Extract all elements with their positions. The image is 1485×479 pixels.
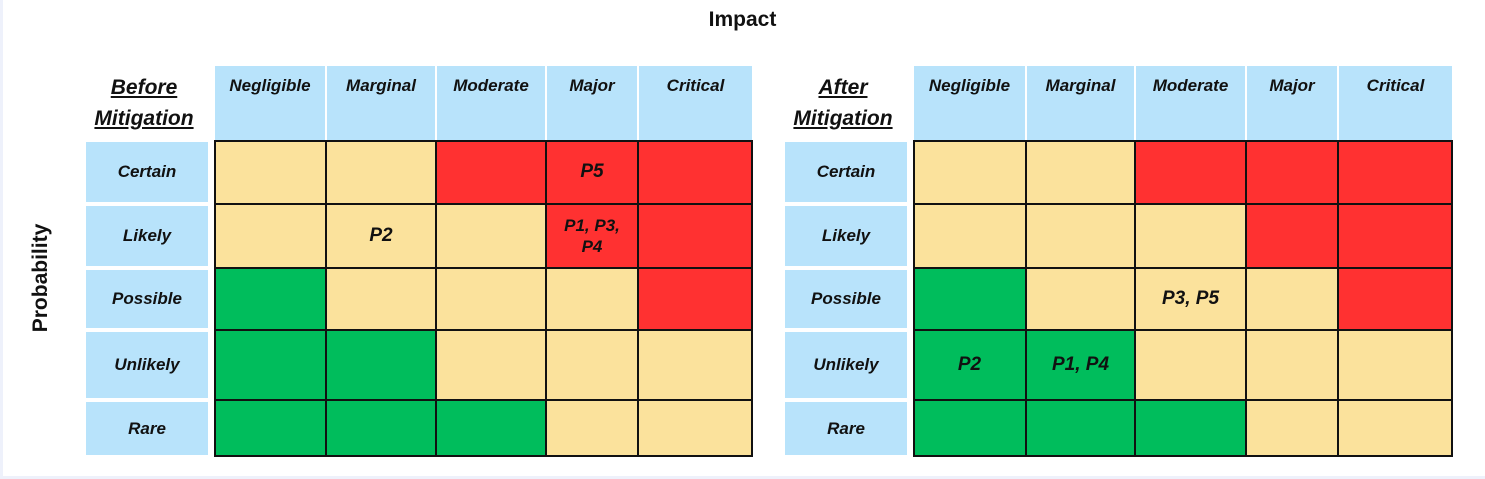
risk-cell-amber xyxy=(326,268,436,330)
probability-header-likely: Likely xyxy=(86,206,208,266)
matrix-title: Before Mitigation xyxy=(79,70,209,136)
risk-cell-amber xyxy=(214,204,326,268)
risk-item-label: P1, P4 xyxy=(1051,354,1110,376)
risk-item-label: P3, P5 xyxy=(1161,288,1220,310)
risk-cell-amber xyxy=(1135,204,1246,268)
risk-cell-amber xyxy=(1246,268,1338,330)
risk-cell-red xyxy=(638,268,753,330)
risk-cell-amber xyxy=(1026,204,1135,268)
probability-header-unlikely: Unlikely xyxy=(785,332,907,398)
risk-cell-amber: P2 xyxy=(326,204,436,268)
risk-item-label: P5 xyxy=(580,161,604,183)
probability-header-certain: Certain xyxy=(86,142,208,202)
matrix-title-line1: After xyxy=(818,75,868,99)
matrix-title-line2: Mitigation xyxy=(793,107,893,130)
risk-cell-amber xyxy=(436,268,546,330)
risk-cell-amber xyxy=(1246,330,1338,400)
impact-header-negligible: Negligible xyxy=(215,66,325,140)
risk-item-label: P2 xyxy=(369,225,393,247)
matrix-title-line2: Mitigation xyxy=(94,107,194,130)
probability-header-rare: Rare xyxy=(86,402,208,455)
probability-header-unlikely: Unlikely xyxy=(86,332,208,398)
risk-cell-green xyxy=(326,330,436,400)
risk-cell-amber xyxy=(1026,140,1135,204)
risk-cell-amber xyxy=(1338,400,1453,457)
risk-cell-amber xyxy=(546,330,638,400)
risk-cell-red: P1, P3, P4 xyxy=(546,204,638,268)
impact-header-marginal: Marginal xyxy=(327,66,435,140)
risk-cell-amber xyxy=(436,204,546,268)
impact-header-negligible: Negligible xyxy=(914,66,1025,140)
risk-cell-red xyxy=(1246,140,1338,204)
risk-cell-red xyxy=(1338,204,1453,268)
risk-cell-red xyxy=(1246,204,1338,268)
impact-header-marginal: Marginal xyxy=(1027,66,1134,140)
impact-axis-title: Impact xyxy=(708,8,777,31)
risk-cell-amber: P3, P5 xyxy=(1135,268,1246,330)
risk-item-label: P2 xyxy=(957,354,982,376)
risk-cell-amber xyxy=(436,330,546,400)
risk-cell-green: P1, P4 xyxy=(1026,330,1135,400)
risk-cell-red: P5 xyxy=(546,140,638,204)
risk-cell-amber xyxy=(638,330,753,400)
risk-cell-amber xyxy=(913,204,1026,268)
risk-cell-green xyxy=(913,268,1026,330)
page-edge-bottom xyxy=(0,476,1485,479)
impact-header-critical: Critical xyxy=(639,66,752,140)
impact-header-major: Major xyxy=(547,66,637,140)
probability-header-possible: Possible xyxy=(785,270,907,328)
risk-cell-red xyxy=(436,140,546,204)
risk-cell-amber xyxy=(1026,268,1135,330)
risk-cell-green xyxy=(1135,400,1246,457)
risk-cell-amber xyxy=(913,140,1026,204)
risk-item-label: P1, P3, P4 xyxy=(564,215,620,256)
impact-header-major: Major xyxy=(1247,66,1337,140)
risk-cell-amber xyxy=(546,400,638,457)
probability-header-rare: Rare xyxy=(785,402,907,455)
risk-cell-red xyxy=(1338,140,1453,204)
risk-cell-amber xyxy=(1246,400,1338,457)
matrix-title-line1: Before xyxy=(110,75,178,99)
risk-cell-green xyxy=(326,400,436,457)
impact-header-moderate: Moderate xyxy=(437,66,545,140)
risk-cell-amber xyxy=(638,400,753,457)
risk-cell-green xyxy=(913,400,1026,457)
probability-header-likely: Likely xyxy=(785,206,907,266)
page-edge-left xyxy=(0,0,3,479)
risk-cell-green: P2 xyxy=(913,330,1026,400)
risk-cell-amber xyxy=(1338,330,1453,400)
risk-cell-amber xyxy=(1135,330,1246,400)
risk-cell-green xyxy=(214,268,326,330)
impact-header-moderate: Moderate xyxy=(1136,66,1245,140)
risk-cell-green xyxy=(1026,400,1135,457)
risk-cell-red xyxy=(1135,140,1246,204)
risk-cell-red xyxy=(1338,268,1453,330)
matrix-title: After Mitigation xyxy=(778,70,908,136)
probability-header-possible: Possible xyxy=(86,270,208,328)
probability-header-certain: Certain xyxy=(785,142,907,202)
impact-header-critical: Critical xyxy=(1339,66,1452,140)
risk-cell-amber xyxy=(546,268,638,330)
